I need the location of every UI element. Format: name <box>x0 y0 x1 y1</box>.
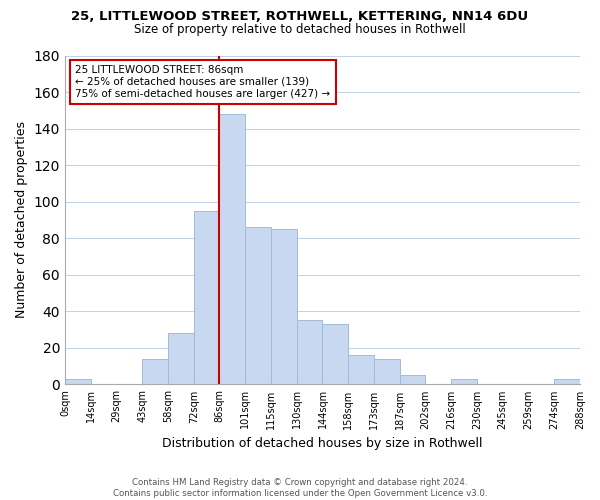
Bar <box>554 379 580 384</box>
Bar <box>194 211 220 384</box>
Bar <box>245 228 271 384</box>
Bar <box>322 324 348 384</box>
Bar <box>168 334 194 384</box>
X-axis label: Distribution of detached houses by size in Rothwell: Distribution of detached houses by size … <box>162 437 483 450</box>
Bar <box>451 379 477 384</box>
Y-axis label: Number of detached properties: Number of detached properties <box>15 122 28 318</box>
Bar <box>142 359 168 384</box>
Bar <box>65 379 91 384</box>
Text: 25, LITTLEWOOD STREET, ROTHWELL, KETTERING, NN14 6DU: 25, LITTLEWOOD STREET, ROTHWELL, KETTERI… <box>71 10 529 23</box>
Bar <box>400 376 425 384</box>
Bar <box>271 229 297 384</box>
Text: Contains HM Land Registry data © Crown copyright and database right 2024.
Contai: Contains HM Land Registry data © Crown c… <box>113 478 487 498</box>
Bar <box>297 320 322 384</box>
Text: Size of property relative to detached houses in Rothwell: Size of property relative to detached ho… <box>134 22 466 36</box>
Bar <box>220 114 245 384</box>
Text: 25 LITTLEWOOD STREET: 86sqm
← 25% of detached houses are smaller (139)
75% of se: 25 LITTLEWOOD STREET: 86sqm ← 25% of det… <box>75 66 331 98</box>
Bar <box>348 355 374 384</box>
Bar <box>374 359 400 384</box>
